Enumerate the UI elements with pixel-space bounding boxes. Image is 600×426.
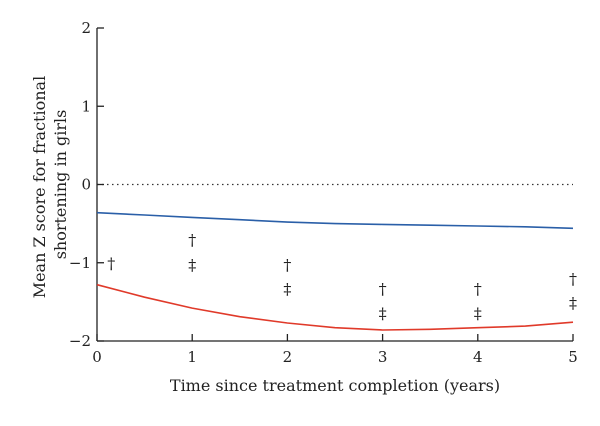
data-series xyxy=(96,211,574,331)
x-tick-label: 4 xyxy=(473,348,483,366)
dagger-marker: † xyxy=(474,280,482,299)
dagger-marker: † xyxy=(188,230,196,249)
x-tick-label: 0 xyxy=(92,348,102,366)
x-tick-label: 1 xyxy=(187,348,197,366)
significance-markers: † † ‡ † ‡ † ‡ † ‡ † ‡ xyxy=(107,230,577,323)
x-tick-label: 3 xyxy=(378,348,388,366)
x-tick-label: 5 xyxy=(568,348,578,366)
y-tick-label: −2 xyxy=(69,332,91,350)
y-tick-label: 2 xyxy=(81,19,91,37)
x-axis-title: Time since treatment completion (years) xyxy=(170,376,500,395)
y-axis-title-line-1: Mean Z score for fractional xyxy=(30,76,49,299)
dagger-marker: † xyxy=(379,280,387,299)
series-line-1 xyxy=(96,211,574,230)
y-tick-label: −1 xyxy=(69,254,91,272)
double-dagger-marker: ‡ xyxy=(474,304,482,323)
double-dagger-marker: ‡ xyxy=(283,280,291,299)
y-tick-label: 1 xyxy=(81,97,91,115)
y-axis-title: Mean Z score for fractional shortening i… xyxy=(30,71,70,299)
y-tick-label: 0 xyxy=(81,176,91,194)
axis-ticks: 0 1 2 3 4 5 −2 −1 0 1 2 xyxy=(69,19,578,366)
dagger-marker: † xyxy=(283,255,291,274)
y-axis-title-line-2: shortening in girls xyxy=(51,110,70,260)
double-dagger-marker: ‡ xyxy=(188,255,196,274)
series-line-2 xyxy=(96,283,574,331)
x-tick-label: 2 xyxy=(283,348,293,366)
double-dagger-marker: ‡ xyxy=(569,294,577,313)
dagger-marker: † xyxy=(107,254,115,273)
dagger-marker: † xyxy=(569,269,577,288)
double-dagger-marker: ‡ xyxy=(379,304,387,323)
